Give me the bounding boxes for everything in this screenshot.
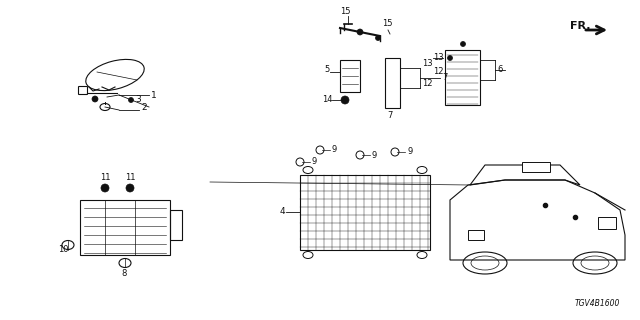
- Bar: [340, 60, 360, 92]
- Bar: [170, 210, 182, 240]
- Text: 12: 12: [422, 78, 433, 87]
- Bar: [300, 175, 430, 250]
- Text: 13: 13: [433, 53, 444, 62]
- Bar: [598, 217, 616, 229]
- Text: 9: 9: [312, 157, 317, 166]
- Text: FR.: FR.: [570, 21, 591, 31]
- Text: 6: 6: [497, 66, 502, 75]
- Circle shape: [447, 55, 452, 60]
- Circle shape: [126, 184, 134, 192]
- Text: 11: 11: [125, 173, 136, 182]
- Text: 1: 1: [151, 91, 157, 100]
- Bar: [522, 162, 550, 172]
- Bar: [385, 58, 400, 108]
- Circle shape: [376, 36, 381, 41]
- Text: 12: 12: [433, 68, 444, 76]
- Text: 9: 9: [332, 146, 337, 155]
- Text: 5: 5: [324, 66, 329, 75]
- Bar: [445, 50, 480, 105]
- Text: 14: 14: [322, 95, 333, 105]
- Text: 7: 7: [442, 74, 447, 83]
- Text: 15: 15: [382, 20, 392, 28]
- Circle shape: [461, 42, 465, 46]
- Text: 4: 4: [280, 207, 285, 217]
- Text: 9: 9: [407, 148, 412, 156]
- Bar: [80, 200, 170, 255]
- Circle shape: [341, 96, 349, 104]
- Text: 2: 2: [141, 103, 147, 113]
- Text: 15: 15: [340, 7, 351, 17]
- Text: TGV4B1600: TGV4B1600: [575, 299, 620, 308]
- Text: 3: 3: [135, 95, 141, 105]
- Text: 9: 9: [372, 150, 377, 159]
- Bar: [468, 230, 484, 240]
- Circle shape: [92, 96, 98, 102]
- Text: 11: 11: [100, 173, 111, 182]
- Text: 7: 7: [387, 110, 392, 119]
- Circle shape: [357, 29, 363, 35]
- Circle shape: [129, 98, 134, 102]
- Circle shape: [101, 184, 109, 192]
- Text: 10: 10: [58, 245, 68, 254]
- Text: 13: 13: [422, 59, 433, 68]
- Text: 8: 8: [121, 268, 126, 277]
